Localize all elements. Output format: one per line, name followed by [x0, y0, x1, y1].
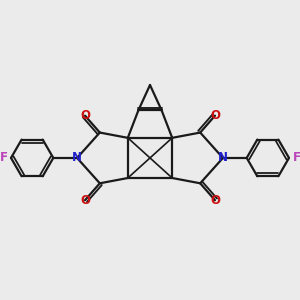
Text: F: F: [0, 152, 8, 164]
Text: N: N: [218, 152, 228, 164]
Text: O: O: [210, 109, 220, 122]
Text: O: O: [80, 194, 90, 207]
Text: N: N: [72, 152, 82, 164]
Text: F: F: [292, 152, 300, 164]
Text: O: O: [210, 194, 220, 207]
Text: O: O: [80, 109, 90, 122]
